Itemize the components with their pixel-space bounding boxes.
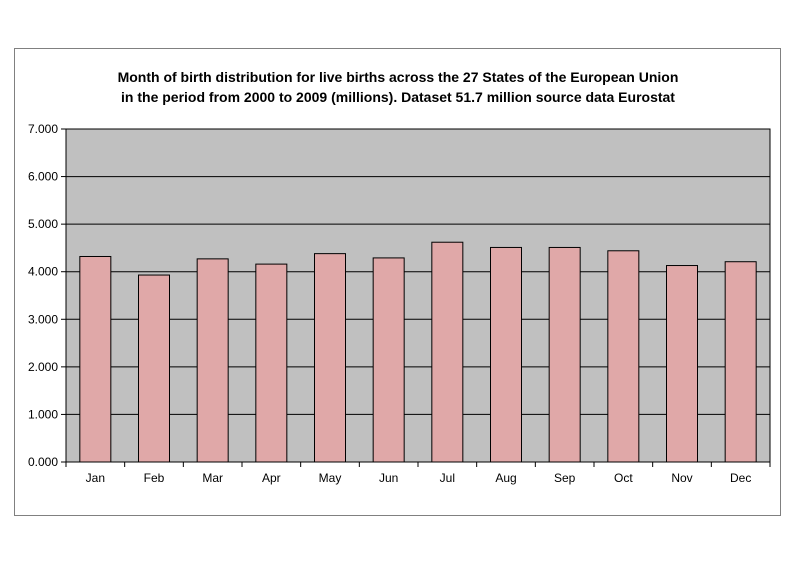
gridlines [61,128,771,467]
bar-feb [138,274,170,463]
bar-may [314,253,346,463]
y-tick-label: 2.000 [28,360,58,374]
y-tick-label: 0.000 [28,455,58,469]
y-tick-label: 3.000 [28,312,58,326]
bar-oct [607,250,640,463]
x-tick-label-jan: Jan [86,471,105,485]
bar-dec [724,261,757,463]
x-tick-label-may: May [319,471,342,485]
bar-apr [255,263,288,463]
chart-title-line-1: Month of birth distribution for live bir… [118,69,679,85]
x-tick-label-sep: Sep [554,471,576,485]
bar-jun [372,257,405,463]
bar-aug [490,246,522,463]
x-tick-label-jul: Jul [440,471,455,485]
x-axis-tick-labels: Jan Feb Mar Apr May Jun Jul Aug Sep Oct Nov Dec [86,471,752,485]
bar-jan [79,255,112,463]
bar-sep [548,246,581,463]
x-tick-label-mar: Mar [202,471,223,485]
y-axis-tick-labels: 0.000 1.000 2.000 3.000 4.000 5.000 6.000 7.000 [28,122,58,469]
x-tick-label-aug: Aug [495,471,516,485]
chart-title-line-2: in the period from 2000 to 2009 (million… [121,89,675,105]
x-tick-label-oct: Oct [614,471,633,485]
y-tick-label: 1.000 [28,407,58,421]
x-tick-label-apr: Apr [262,471,281,485]
y-tick-label: 7.000 [28,122,58,136]
y-tick-label: 5.000 [28,217,58,231]
x-tick-label-dec: Dec [730,471,751,485]
plot-area [65,128,771,463]
x-tick-label-feb: Feb [144,471,165,485]
y-tick-label: 6.000 [28,170,58,184]
bar-nov [666,265,698,463]
chart-frame: Month of birth distribution for live bir… [14,48,781,516]
x-tick-label-jun: Jun [379,471,398,485]
bar-mar [196,258,229,463]
y-tick-label: 4.000 [28,265,58,279]
bar-jul [431,241,464,463]
bar-chart: Month of birth distribution for live bir… [28,69,771,485]
x-tick-label-nov: Nov [671,471,692,485]
bars [79,241,757,463]
